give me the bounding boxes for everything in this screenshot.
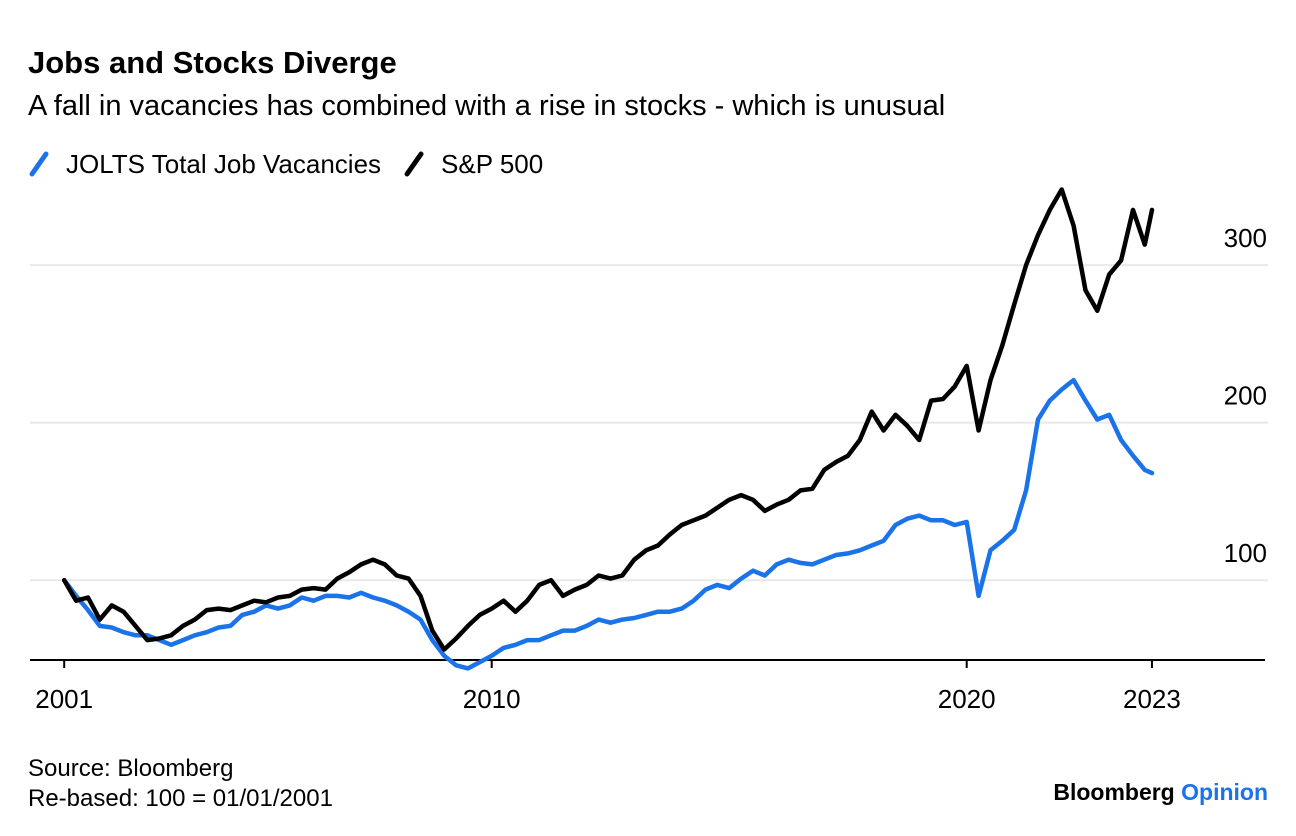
- x-tick-label: 2023: [1123, 684, 1181, 714]
- legend-swatch: [404, 151, 424, 177]
- legend-label: JOLTS Total Job Vacancies: [66, 149, 381, 179]
- y-tick-label: 300: [1224, 223, 1267, 253]
- chart-title: Jobs and Stocks Diverge: [28, 45, 397, 80]
- logo-brand: Bloomberg: [1053, 779, 1174, 805]
- logo-section: Opinion: [1181, 779, 1268, 805]
- x-tick-label: 2020: [938, 684, 996, 714]
- legend-swatch: [29, 151, 49, 177]
- series-line: [61, 377, 1155, 671]
- chart-subtitle: A fall in vacancies has combined with a …: [28, 90, 945, 122]
- legend-label: S&P 500: [441, 149, 543, 179]
- y-tick-label: 100: [1224, 538, 1267, 568]
- series-line: [61, 187, 1155, 652]
- x-tick-label: 2010: [463, 684, 521, 714]
- y-tick-label: 200: [1224, 381, 1267, 411]
- note: Re-based: 100 = 01/01/2001: [28, 785, 333, 812]
- logo: Bloomberg Opinion: [1053, 779, 1268, 805]
- source: Source: Bloomberg: [28, 755, 233, 782]
- x-tick-label: 2001: [35, 684, 93, 714]
